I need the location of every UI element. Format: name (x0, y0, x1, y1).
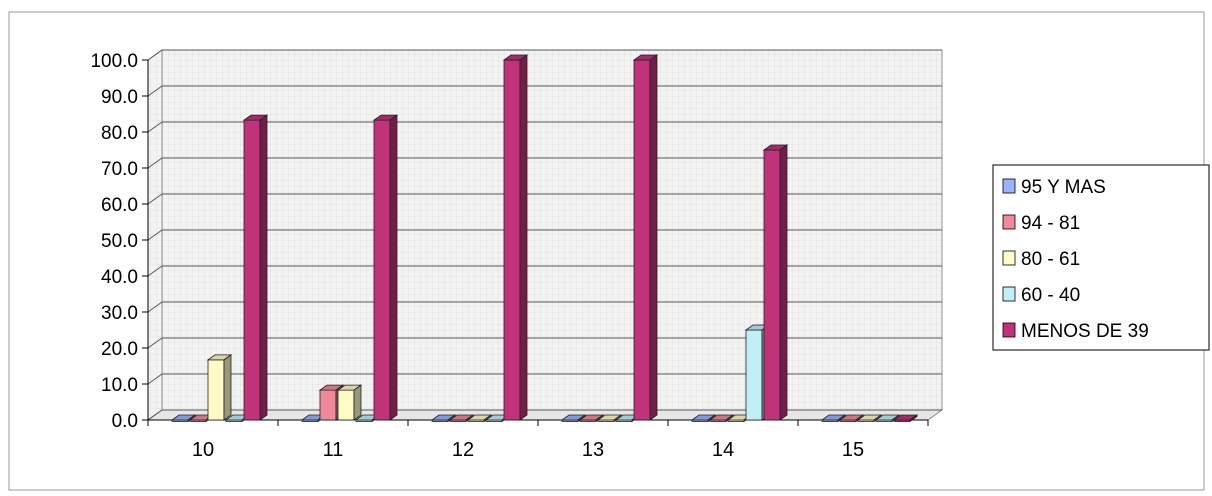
y-tick-label: 40.0 (101, 267, 138, 288)
bar-side (259, 114, 268, 421)
bar-side (909, 414, 918, 423)
y-tick-label: 30.0 (101, 303, 138, 324)
y-gridline (147, 157, 942, 169)
y-gridline (147, 373, 942, 385)
bar-side (223, 354, 232, 421)
bar-side (353, 384, 362, 421)
y-gridline (147, 265, 942, 277)
legend-swatch (1002, 178, 1016, 194)
y-gridline (147, 85, 942, 97)
x-tick-label: 11 (323, 439, 344, 461)
legend-label: 60 - 40 (1021, 285, 1080, 306)
bar-80-61-11 (337, 389, 355, 421)
bar-60-40-14 (745, 329, 763, 421)
x-tick-label: 12 (452, 439, 474, 461)
bar-menos-de-39-13 (633, 59, 651, 421)
bar-menos-de-39-10 (243, 119, 261, 421)
bar-menos-de-39-11 (373, 119, 391, 421)
y-tick-label: 10.0 (101, 375, 138, 396)
y-gridline (147, 301, 942, 313)
legend-swatch (1002, 214, 1016, 230)
legend-box (992, 164, 1210, 351)
bar-side (389, 114, 398, 421)
y-tick-label: 80.0 (101, 123, 138, 144)
y-gridline (147, 229, 942, 241)
legend-swatch (1002, 286, 1016, 302)
bar-menos-de-39-12 (503, 59, 521, 421)
bar-menos-de-39-14 (763, 149, 781, 421)
bar-side (519, 54, 528, 421)
bar-side (649, 54, 658, 421)
y-gridline (147, 337, 942, 349)
x-tick-label: 10 (192, 439, 214, 461)
y-tick-label: 70.0 (101, 159, 138, 180)
bar-94-81-11 (319, 389, 337, 421)
legend-swatch (1002, 250, 1016, 266)
x-tick-label: 14 (712, 439, 734, 461)
bar-side (779, 144, 788, 421)
y-gridline (147, 193, 942, 205)
x-tick-label: 13 (582, 439, 604, 461)
y-tick-label: 50.0 (101, 231, 138, 252)
legend-label: 94 - 81 (1021, 213, 1080, 234)
y-gridline (147, 121, 942, 133)
x-tick-label: 15 (842, 439, 864, 461)
y-tick-label: 60.0 (101, 195, 138, 216)
y-gridline (147, 409, 942, 421)
y-tick-label: 100.0 (90, 51, 138, 72)
y-tick-label: 0.0 (112, 411, 138, 432)
y-tick-label: 90.0 (101, 87, 138, 108)
bar-80-61-10 (207, 359, 225, 421)
legend-label: MENOS DE 39 (1021, 321, 1149, 342)
y-gridline (147, 49, 942, 61)
legend-label: 80 - 61 (1021, 249, 1080, 270)
legend-swatch (1002, 322, 1016, 338)
y-tick-label: 20.0 (101, 339, 138, 360)
legend-label: 95 Y MAS (1021, 177, 1106, 198)
